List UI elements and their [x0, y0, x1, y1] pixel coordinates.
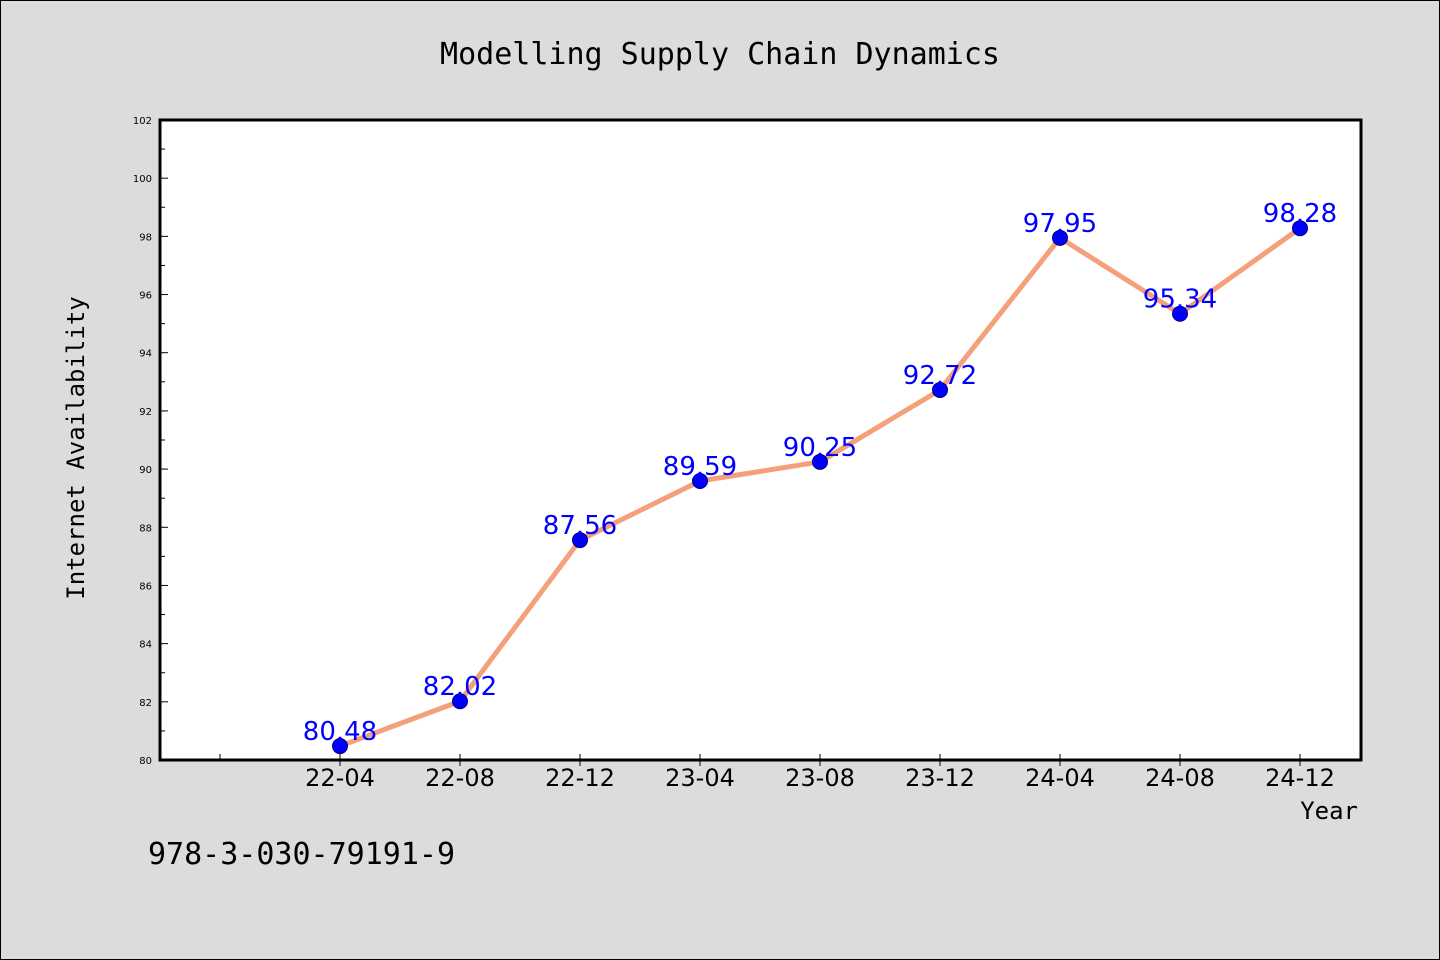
x-tick-label: 24-12: [1265, 764, 1335, 792]
y-tick-label: 86: [139, 581, 152, 592]
plot-frame: [158, 118, 1363, 762]
data-point: [812, 453, 828, 470]
y-tick-label: 80: [139, 756, 152, 767]
data-label: 95.34: [1143, 285, 1217, 315]
y-tick-label: 100: [133, 174, 152, 185]
data-label: 82.02: [423, 672, 497, 702]
data-label: 89.59: [663, 452, 737, 482]
data-point: [452, 693, 468, 710]
y-axis: 80 82 84 86 88 90 92 94 96 98 100 102: [133, 116, 168, 767]
y-tick-label: 102: [133, 116, 152, 127]
y-tick-label: 94: [139, 349, 152, 360]
chart-title: Modelling Supply Chain Dynamics: [440, 37, 1000, 72]
data-label: 87.56: [543, 511, 617, 541]
y-axis-label: Internet Availability: [62, 296, 90, 599]
data-label: 80.48: [303, 717, 377, 747]
y-tick-label: 84: [139, 640, 152, 651]
data-label: 98.28: [1263, 199, 1337, 229]
y-tick-label: 90: [139, 465, 152, 476]
x-tick-label: 22-04: [305, 764, 375, 792]
data-point: [332, 738, 348, 755]
data-point: [1172, 305, 1188, 322]
y-tick-label: 82: [139, 698, 152, 709]
data-point: [1292, 220, 1308, 237]
data-label: 97.95: [1023, 209, 1097, 239]
y-tick-label: 96: [139, 291, 152, 302]
x-axis: 22-04 22-08 22-12 23-04 23-08 23-12 24-04 24-08…: [219, 754, 1335, 792]
plot-area: [160, 120, 1361, 760]
series-points-group: [332, 220, 1308, 755]
x-axis-label: Year: [1300, 797, 1358, 825]
y-tick-label: 88: [139, 523, 152, 534]
y-tick-label: 98: [139, 232, 152, 243]
x-tick-label: 24-04: [1025, 764, 1095, 792]
data-labels-group: 80.48 82.02 87.56 89.59 90.25 92.72 97.95 95.34…: [303, 199, 1337, 747]
x-tick-label: 22-08: [425, 764, 495, 792]
data-label: 90.25: [783, 433, 857, 463]
x-tick-label: 22-12: [545, 764, 615, 792]
x-tick-label: 23-04: [665, 764, 735, 792]
data-point: [572, 532, 588, 549]
data-point: [692, 473, 708, 490]
y-tick-label: 92: [139, 407, 152, 418]
data-label: 92.72: [903, 361, 977, 391]
data-point: [1052, 229, 1068, 246]
x-tick-label: 23-08: [785, 764, 855, 792]
isbn-text: 978-3-030-79191-9: [148, 837, 455, 872]
data-point: [932, 381, 948, 398]
x-tick-label: 23-12: [905, 764, 975, 792]
x-tick-label: 24-08: [1145, 764, 1215, 792]
